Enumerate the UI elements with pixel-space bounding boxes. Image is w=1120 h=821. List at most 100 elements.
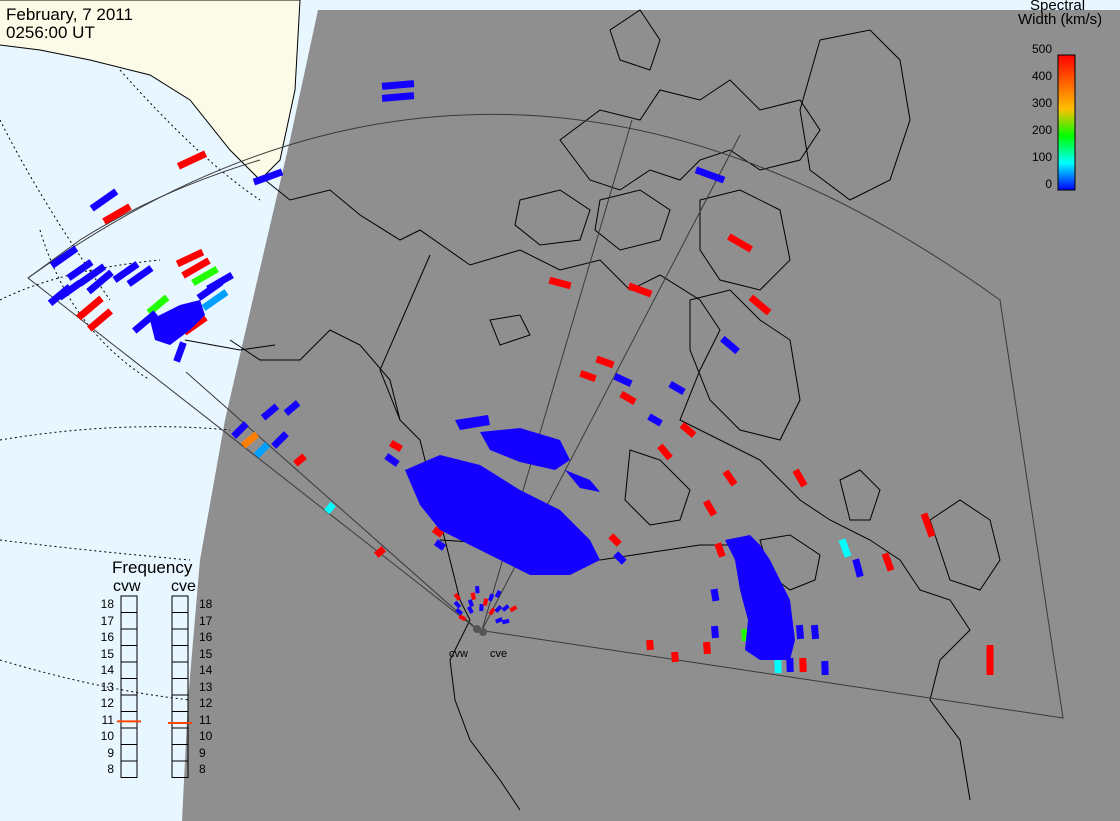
radar-label-cve: cve bbox=[490, 648, 508, 660]
echo-cell bbox=[710, 625, 720, 639]
echo-cell bbox=[453, 592, 462, 601]
echo-cell bbox=[482, 598, 489, 606]
frequency-scale-label: 9 bbox=[199, 745, 206, 760]
frequency-label-cvw: cvw bbox=[113, 578, 141, 595]
echo-cell bbox=[702, 499, 718, 517]
colorbar-tick-0: 0 bbox=[1045, 177, 1052, 191]
echo-cell bbox=[466, 605, 474, 614]
echo-cell bbox=[381, 92, 415, 102]
echo-cell bbox=[467, 599, 475, 608]
echo-cell bbox=[548, 276, 572, 290]
echo-cell bbox=[501, 604, 510, 612]
echo-cell bbox=[470, 592, 476, 601]
echo-cell bbox=[613, 373, 633, 387]
echo-cell bbox=[373, 546, 387, 558]
colorbar-title-line2: Width (km/s) bbox=[1018, 11, 1103, 28]
echo-cell bbox=[126, 265, 154, 287]
daylit-land bbox=[0, 0, 300, 180]
echo-cell bbox=[795, 624, 805, 640]
echo-cell bbox=[726, 233, 754, 253]
echo-cell bbox=[608, 533, 622, 547]
echo-cell bbox=[102, 203, 132, 225]
colorbar-gradient bbox=[1057, 54, 1076, 191]
frequency-cell bbox=[171, 760, 189, 778]
grid-lines bbox=[0, 69, 261, 701]
echo-cell bbox=[627, 282, 653, 298]
echo-cell bbox=[488, 607, 496, 616]
frequency-cell bbox=[120, 760, 138, 778]
frequency-scale-label: 16 bbox=[100, 630, 114, 644]
frequency-scale-label: 14 bbox=[199, 663, 213, 677]
echo-cell bbox=[181, 257, 211, 279]
daylit-coastline bbox=[0, 0, 301, 181]
echo-cell bbox=[191, 265, 219, 287]
echo-cell bbox=[810, 624, 820, 640]
echo-cell bbox=[647, 413, 663, 427]
colorbar-tick-200: 200 bbox=[1031, 123, 1052, 137]
echo-cell bbox=[786, 657, 794, 673]
echo-region bbox=[405, 455, 600, 575]
echo-cell bbox=[175, 248, 205, 268]
echo-cell bbox=[283, 400, 301, 416]
frequency-scale-label: 18 bbox=[100, 597, 114, 611]
radar-echoes bbox=[47, 80, 994, 676]
frequency-label-cve: cve bbox=[171, 578, 196, 595]
echo-cell bbox=[271, 431, 289, 449]
echo-cell bbox=[260, 403, 280, 421]
echo-cell bbox=[679, 422, 697, 438]
echo-cell bbox=[132, 310, 158, 334]
echo-cell bbox=[206, 271, 234, 293]
echo-cell bbox=[201, 289, 229, 311]
frequency-scale-label: 12 bbox=[199, 696, 213, 710]
echo-cell bbox=[613, 551, 627, 565]
frequency-scale-label: 14 bbox=[100, 663, 114, 677]
frequency-scale-label: 13 bbox=[199, 679, 213, 694]
colorbar-tick-500: 500 bbox=[1031, 42, 1052, 56]
echo-cell bbox=[252, 168, 284, 186]
echo-cell bbox=[579, 369, 597, 383]
frequency-scale-label: 8 bbox=[199, 762, 206, 776]
echo-cell bbox=[475, 585, 480, 594]
coastlines bbox=[229, 9, 1001, 811]
echo-cell bbox=[671, 651, 679, 663]
frequency-scale-label: 17 bbox=[199, 613, 213, 628]
colorbar-tick-300: 300 bbox=[1031, 96, 1052, 110]
echo-cell bbox=[488, 593, 495, 602]
echo-cell bbox=[324, 501, 336, 515]
radar-site-cvw bbox=[473, 625, 481, 633]
echo-region bbox=[565, 470, 600, 492]
echo-cell bbox=[389, 439, 403, 453]
echo-cell bbox=[89, 188, 119, 212]
fov-edge-west bbox=[185, 371, 479, 631]
echo-cell bbox=[495, 617, 504, 624]
plot-date: February, 7 2011 bbox=[6, 5, 133, 24]
echo-cell bbox=[694, 166, 726, 184]
echo-cell bbox=[646, 639, 654, 651]
echo-region bbox=[455, 415, 490, 430]
echo-cell bbox=[66, 259, 94, 281]
colorbar-tick-400: 400 bbox=[1031, 69, 1052, 83]
colorbar bbox=[1057, 54, 1076, 191]
echo-cell bbox=[714, 542, 726, 558]
frequency-panel bbox=[117, 595, 192, 778]
colorbar-tick-100: 100 bbox=[1031, 150, 1052, 164]
frequency-scale-label: 11 bbox=[199, 712, 212, 727]
echo-cell bbox=[57, 279, 83, 301]
frequency-scale-label: 11 bbox=[101, 712, 114, 727]
frequency-scale-label: 9 bbox=[107, 745, 114, 760]
echo-cell bbox=[453, 600, 462, 609]
frequency-scale-label: 10 bbox=[100, 729, 114, 743]
echo-cell bbox=[458, 614, 467, 622]
echo-cell bbox=[384, 453, 400, 467]
echo-cell bbox=[792, 468, 808, 488]
echo-cell bbox=[509, 605, 518, 613]
echo-cell bbox=[619, 390, 637, 406]
echo-cell bbox=[494, 605, 503, 613]
echo-cell bbox=[821, 660, 829, 676]
echo-region bbox=[480, 428, 570, 470]
echo-cell bbox=[173, 341, 187, 363]
echo-cell bbox=[838, 538, 852, 558]
frequency-scale-label: 13 bbox=[100, 679, 114, 694]
echo-cell bbox=[920, 512, 936, 538]
